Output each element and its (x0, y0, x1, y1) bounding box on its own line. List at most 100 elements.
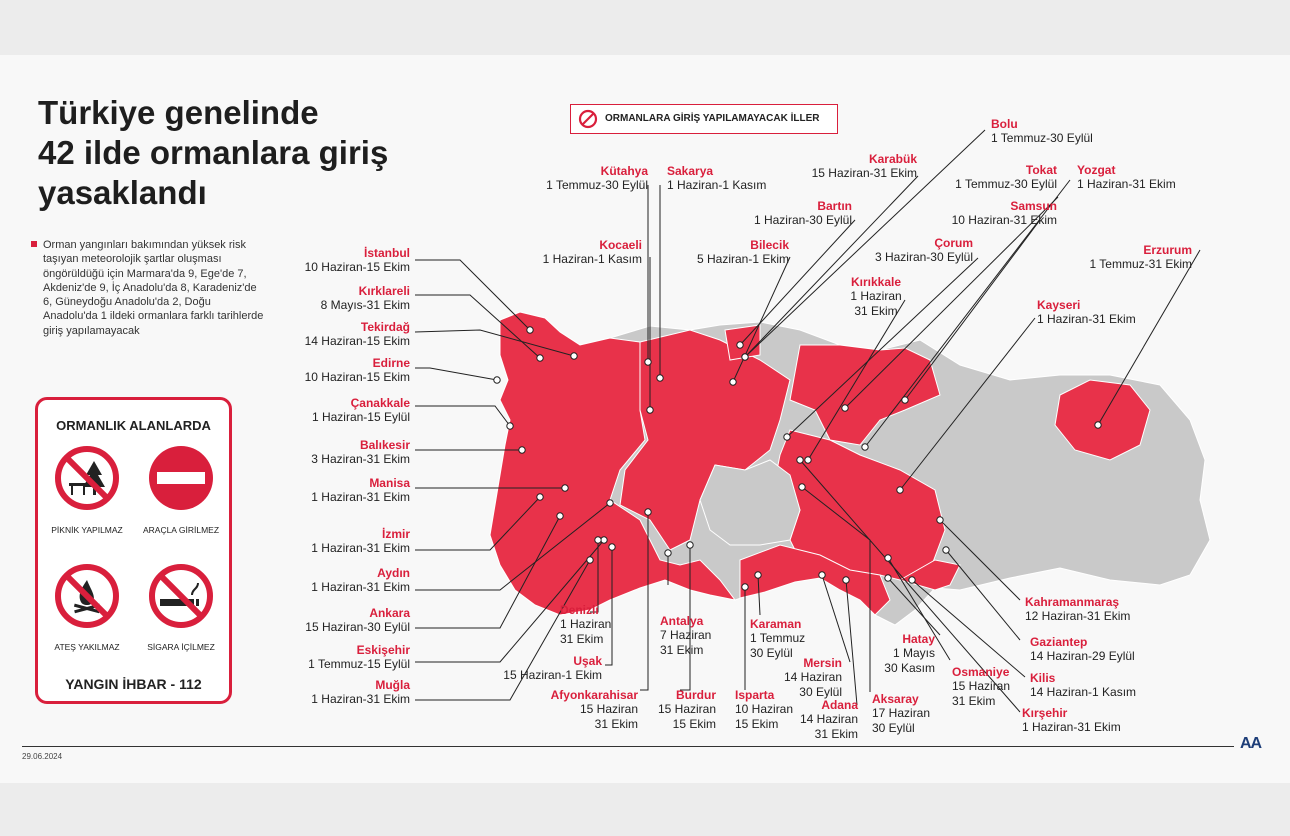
dot-bartin (736, 341, 744, 349)
leader-izmir (415, 496, 541, 551)
leader-adana (845, 579, 858, 706)
dot-tokat (841, 404, 849, 412)
province-dots (493, 326, 1102, 591)
rule-no-vehicle-label: ARAÇLA GİRİLMEZ (142, 525, 220, 535)
dot-corum (783, 433, 791, 441)
legend-label: ORMANLARA GİRİŞ YAPILAMAYACAK İLLER (605, 113, 820, 124)
aa-logo: AA (1240, 735, 1262, 752)
leader-samsun (904, 219, 1041, 401)
rules-title: ORMANLIK ALANLARDA (56, 418, 211, 433)
label-aksaray: Aksaray 17 Haziran 30 Eylül (872, 692, 931, 735)
erzurum-region (1054, 379, 1151, 461)
description-text: Orman yangınları bakımından yüksek risk … (43, 239, 264, 337)
page-title: Türkiye genelinde 42 ilde ormanlara giri… (38, 93, 498, 213)
dot-istanbul (526, 326, 534, 334)
label-afyon: Afyonkarahisar 15 Haziran 31 Ekim (550, 688, 638, 731)
label-hatay: Hatay 1 Mayıs 30 Kasım (884, 632, 935, 675)
leader-kirklareli (415, 294, 541, 359)
no-vehicle-icon (149, 446, 213, 510)
label-osmaniye: Osmaniye 15 Haziran 31 Ekim (952, 665, 1011, 708)
dot-kirklareli (536, 354, 544, 362)
label-mugla: Muğla 1 Haziran-31 Ekim (311, 678, 410, 706)
label-kirklareli: Kırklareli 8 Mayıs-31 Ekim (320, 284, 410, 312)
label-karabuk: Karabük 15 Haziran-31 Ekim (811, 152, 917, 180)
dot-kocaeli (646, 406, 654, 414)
leader-bartin (739, 219, 856, 346)
leader-aydin (415, 502, 611, 591)
leader-corum (786, 257, 979, 438)
dot-karaman (754, 571, 762, 579)
leader-burdur (680, 545, 691, 691)
dot-canakkale (506, 422, 514, 430)
leader-afyon (640, 512, 649, 691)
label-gaziantep: Gaziantep 14 Haziran-29 Eylül (1030, 635, 1135, 663)
dot-bilecik (729, 378, 737, 386)
label-kirsehir: Kırşehir 1 Haziran-31 Ekim (1022, 706, 1121, 734)
label-sakarya: Sakarya 1 Haziran-1 Kasım (667, 164, 767, 192)
dot-izmir (536, 493, 544, 501)
dot-samsun (901, 396, 909, 404)
label-burdur: Burdur 15 Haziran 15 Ekim (657, 688, 716, 731)
leader-kirsehir (799, 459, 1021, 713)
leader-hatay (887, 577, 941, 636)
label-mersin: Mersin 14 Haziran 30 Eylül (783, 656, 842, 699)
dot-antalya (664, 549, 672, 557)
dot-mersin (818, 571, 826, 579)
leader-canakkale (415, 405, 511, 427)
label-kocaeli: Kocaeli 1 Haziran-1 Kasım (542, 238, 642, 266)
dot-sakarya (656, 374, 664, 382)
leader-istanbul (415, 259, 531, 331)
leader-tekirdag (414, 329, 575, 357)
dot-hatay (884, 574, 892, 582)
leader-mersin (821, 574, 851, 663)
label-erzurum: Erzurum 1 Temmuz-31 Ekim (1089, 243, 1192, 271)
mediterranean-region (739, 544, 961, 616)
label-karaman: Karaman 1 Temmuz 30 Eylül (750, 617, 806, 660)
no-fire-icon (55, 564, 119, 628)
label-canakkale: Çanakkale 1 Haziran-15 Eylül (311, 396, 410, 424)
label-usak: Uşak 15 Haziran-1 Ekim (503, 654, 602, 682)
leader-yozgat (864, 179, 1071, 448)
dot-gaziantep (942, 546, 950, 554)
label-balikesir: Balıkesir 3 Haziran-31 Ekim (311, 438, 410, 466)
no-entry-icon (578, 109, 598, 129)
label-aydin: Aydın 1 Haziran-31 Ekim (311, 566, 410, 594)
dot-kirikkale (804, 456, 812, 464)
no-smoking-icon (149, 564, 213, 628)
dot-erzurum (1094, 421, 1102, 429)
dot-isparta (741, 583, 749, 591)
rule-no-smoking-label: SİGARA İÇİLMEZ (147, 642, 215, 652)
title-line-2: 42 ilde ormanlara giriş (38, 134, 389, 171)
dot-osmaniye (884, 554, 892, 562)
bullet-marker (31, 241, 37, 247)
forest-rules-box: ORMANLIK ALANLARDA PİKNİK YAPILMAZ ARAÇL… (35, 397, 232, 704)
leader-osmaniye (887, 557, 951, 661)
title-line-3: yasaklandı (38, 174, 207, 211)
fire-hotline: YANGIN İHBAR - 112 (65, 676, 202, 692)
leader-gaziantep (945, 549, 1021, 641)
dot-eskisehir (600, 536, 608, 544)
label-tokat: Tokat 1 Temmuz-30 Eylül (955, 163, 1057, 191)
publish-date: 29.06.2024 (22, 752, 63, 761)
label-manisa: Manisa 1 Haziran-31 Ekim (311, 476, 410, 504)
dot-kutahya (644, 358, 652, 366)
label-yozgat: Yozgat 1 Haziran-31 Ekim (1077, 163, 1176, 191)
leader-kayseri (899, 317, 1036, 491)
label-kutahya: Kütahya 1 Temmuz-30 Eylül (546, 164, 648, 192)
title-line-1: Türkiye genelinde (38, 94, 319, 131)
dot-kilis (908, 576, 916, 584)
leader-erzurum (1097, 249, 1201, 426)
dot-adana (842, 576, 850, 584)
label-isparta: Isparta 10 Haziran 15 Ekim (735, 688, 794, 731)
dot-mugla (586, 556, 594, 564)
dot-usak (608, 543, 616, 551)
dot-edirne (493, 376, 501, 384)
dot-yozgat (861, 443, 869, 451)
leader-edirne (415, 367, 498, 381)
leader-kilis (911, 579, 1026, 678)
dot-manisa (561, 484, 569, 492)
dot-aydin (606, 499, 614, 507)
dot-kirsehir (796, 456, 804, 464)
dot-kahramanmaras (936, 516, 944, 524)
